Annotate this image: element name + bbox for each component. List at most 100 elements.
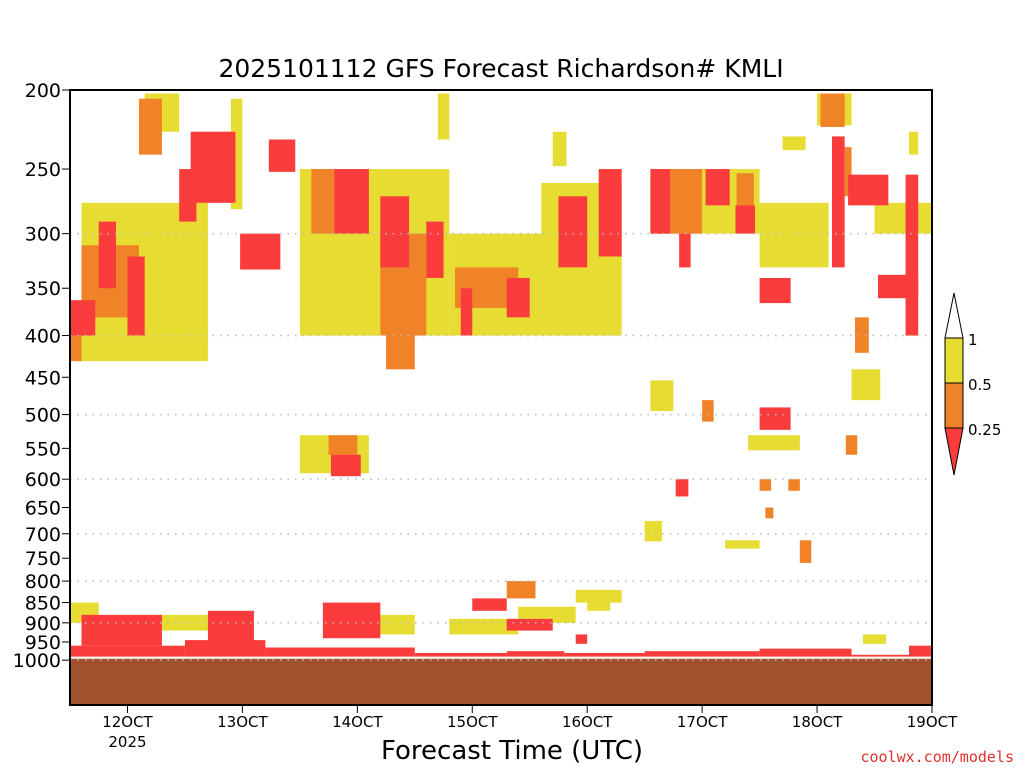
heatmap-cell	[650, 380, 674, 412]
heatmap-cell	[759, 407, 791, 430]
legend: 1 0.5 0.25	[944, 292, 1001, 476]
y-tick-label: 300	[25, 224, 61, 246]
credit-text: coolwx.com/models	[860, 748, 1014, 766]
heatmap-cell	[81, 614, 162, 646]
heatmap-cell	[705, 169, 730, 206]
heatmap-cell	[736, 173, 754, 210]
chart-title: 2025101112 GFS Forecast Richardson# KMLI	[218, 54, 783, 83]
legend-red-swatch	[944, 427, 964, 476]
plot-frame	[69, 89, 933, 706]
y-tick-label: 850	[25, 593, 61, 615]
heatmap-cell	[799, 540, 812, 563]
heatmap-cells	[70, 93, 932, 658]
y-tick-label: 750	[25, 548, 61, 570]
y-tick-label: 200	[25, 80, 61, 102]
y-tick-label: 450	[25, 367, 61, 389]
x-tick-label: 17OCT	[677, 713, 728, 731]
ground-layer	[70, 656, 932, 705]
heatmap-cell	[844, 147, 852, 197]
y-tick-label: 900	[25, 613, 61, 635]
heatmap-cell	[437, 93, 450, 140]
x-tick-label: 12OCT	[102, 713, 153, 731]
y-tick-label: 250	[25, 159, 61, 181]
legend-label: 0.25	[968, 421, 1001, 439]
heatmap-cell	[552, 131, 567, 167]
heatmap-cell	[518, 606, 576, 623]
heatmap-cell	[414, 652, 507, 658]
heatmap-cell	[759, 277, 791, 304]
heatmap-cell	[759, 648, 852, 658]
y-tick-label: 550	[25, 438, 61, 460]
heatmap-cell	[575, 634, 588, 644]
heatmap-cell	[874, 202, 932, 234]
x-tick-label: 16OCT	[562, 713, 613, 731]
heatmap-cell	[330, 454, 361, 477]
heatmap-cell	[161, 614, 208, 631]
heatmap-cell	[240, 233, 281, 270]
heatmap-cell	[644, 520, 662, 542]
heatmap-cell	[98, 221, 116, 289]
heatmap-cell	[759, 479, 772, 491]
heatmap-cell	[675, 479, 689, 497]
heatmap-cell	[184, 640, 266, 658]
heatmap-cell	[268, 139, 296, 172]
heatmap-cell	[909, 131, 919, 155]
heatmap-cell	[426, 221, 444, 278]
heatmap-cell	[725, 540, 760, 549]
heatmap-cell	[449, 618, 519, 635]
heatmap-cell	[782, 136, 806, 151]
x-axis: 12OCT 2025 13OCT 14OCT 15OCT 16OCT 17OCT 18OCT 1…	[102, 705, 958, 751]
heatmap-cell	[334, 169, 369, 234]
heatmap-cell	[679, 233, 691, 268]
legend-label: 0.5	[968, 376, 992, 394]
heatmap-cell	[506, 581, 536, 599]
y-tick-label: 600	[25, 469, 61, 491]
x-tick-label: 19OCT	[907, 713, 958, 731]
x-axis-label: Forecast Time (UTC)	[381, 736, 643, 766]
heatmap-cell	[328, 435, 358, 455]
y-tick-label: 700	[25, 524, 61, 546]
heatmap-cell	[460, 288, 473, 336]
y-tick-label: 950	[25, 632, 61, 654]
y-tick-label: 350	[25, 278, 61, 300]
heatmap-cell	[644, 651, 760, 658]
legend-above-1	[944, 292, 964, 339]
heatmap-cell	[650, 169, 670, 234]
y-axis: 200 250 300 350 400 450 500 550 600 650 7007508008…	[13, 80, 70, 672]
heatmap-cell	[759, 202, 829, 268]
y-tick-label: 400	[25, 326, 61, 348]
heatmap-cell	[748, 435, 800, 451]
heatmap-cell	[788, 479, 800, 491]
legend-yellow-swatch	[944, 337, 964, 384]
heatmap-cell	[230, 98, 243, 210]
gridlines	[70, 232, 932, 661]
heatmap-cell	[863, 634, 887, 644]
y-tick-label: 650	[25, 498, 61, 520]
heatmap-cell	[848, 174, 889, 206]
heatmap-cell	[905, 174, 919, 336]
y-tick-label: 1000	[13, 650, 61, 672]
heatmap-cell	[702, 400, 714, 422]
heatmap-cell	[909, 645, 932, 658]
x-tick-year: 2025	[108, 733, 146, 751]
heatmap-cell	[832, 136, 845, 268]
heatmap-cell	[558, 196, 588, 268]
heatmap-cell	[506, 618, 553, 631]
heatmap-cell	[190, 131, 236, 203]
x-tick-label: 13OCT	[217, 713, 268, 731]
y-tick-label: 800	[25, 571, 61, 593]
heatmap-cell	[70, 300, 96, 336]
heatmap-cell	[598, 169, 622, 257]
ground-fill	[70, 658, 932, 705]
legend-orange-swatch	[944, 382, 964, 429]
heatmap-cell	[854, 317, 869, 353]
heatmap-cell	[506, 651, 565, 658]
heatmap-cell	[820, 93, 845, 127]
heatmap-cell	[127, 256, 145, 336]
heatmap-cell	[506, 277, 530, 318]
legend-label: 1	[968, 331, 978, 349]
y-tick-label: 500	[25, 405, 61, 427]
x-tick-label: 18OCT	[792, 713, 843, 731]
heatmap-cell	[851, 654, 910, 658]
